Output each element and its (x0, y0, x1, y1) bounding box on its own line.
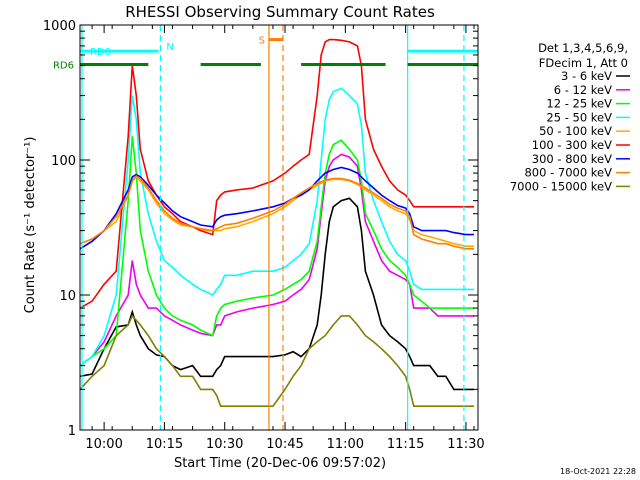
state-label-s: S (259, 36, 265, 47)
legend-label-6: 100 - 300 keV (532, 138, 612, 152)
state-label-rd0: RD0 (90, 47, 111, 58)
legend-label-3: 12 - 25 keV (546, 97, 612, 111)
plot-area: N RD0 RD6 S (53, 25, 478, 430)
y-tick-label-4: 1000 (43, 19, 76, 34)
footer-date: 18-Oct-2021 22:28 (560, 467, 636, 476)
y-axis-label: Count Rate (s⁻¹ detector⁻¹) (23, 137, 38, 314)
axes: 10:00 10:15 10:30 10:45 11:00 11:15 11:30 1 10 10… (43, 19, 485, 452)
x-tick-label-7: 11:30 (447, 437, 484, 452)
marker-label-1: N (166, 42, 173, 53)
legend-header-line-2: FDecim 1, Att 0 (539, 56, 628, 70)
x-tick-label-3: 10:30 (206, 437, 243, 452)
y-tick-label-2: 10 (59, 289, 76, 304)
legend-label-1: 3 - 6 keV (561, 69, 612, 83)
state-label-rd6: RD6 (53, 60, 74, 71)
x-tick-label-4: 10:45 (266, 437, 303, 452)
series-line-1 (79, 197, 474, 391)
legend-header-line-1: Det 1,3,4,5,6,9, (538, 41, 628, 55)
plot-frame (79, 24, 479, 431)
legend-label-5: 50 - 100 keV (539, 124, 612, 138)
x-tick-label-2: 10:15 (146, 437, 183, 452)
series-line-8 (79, 175, 474, 250)
x-axis-label: Start Time (20-Dec-06 09:57:02) (174, 456, 386, 471)
series-line-9 (79, 314, 474, 408)
legend-label-4: 25 - 50 keV (546, 110, 612, 124)
chart-title: RHESSI Observing Summary Count Rates (125, 3, 435, 21)
legend-label-9: 7000 - 15000 keV (510, 179, 612, 193)
series-line-6 (79, 38, 474, 309)
series-line-4 (79, 87, 474, 367)
x-tick-label-6: 11:15 (387, 437, 424, 452)
y-tick-label-1: 1 (68, 424, 76, 439)
legend: Det 1,3,4,5,6,9, FDecim 1, Att 0 3 - 6 k… (510, 41, 630, 193)
legend-label-8: 800 - 7000 keV (524, 166, 612, 180)
legend-label-7: 300 - 800 keV (532, 152, 612, 166)
series-line-3 (79, 136, 474, 367)
x-tick-label-5: 11:00 (327, 437, 364, 452)
y-tick-label-3: 100 (51, 154, 76, 169)
x-tick-label-1: 10:00 (85, 437, 122, 452)
legend-label-2: 6 - 12 keV (554, 83, 612, 97)
